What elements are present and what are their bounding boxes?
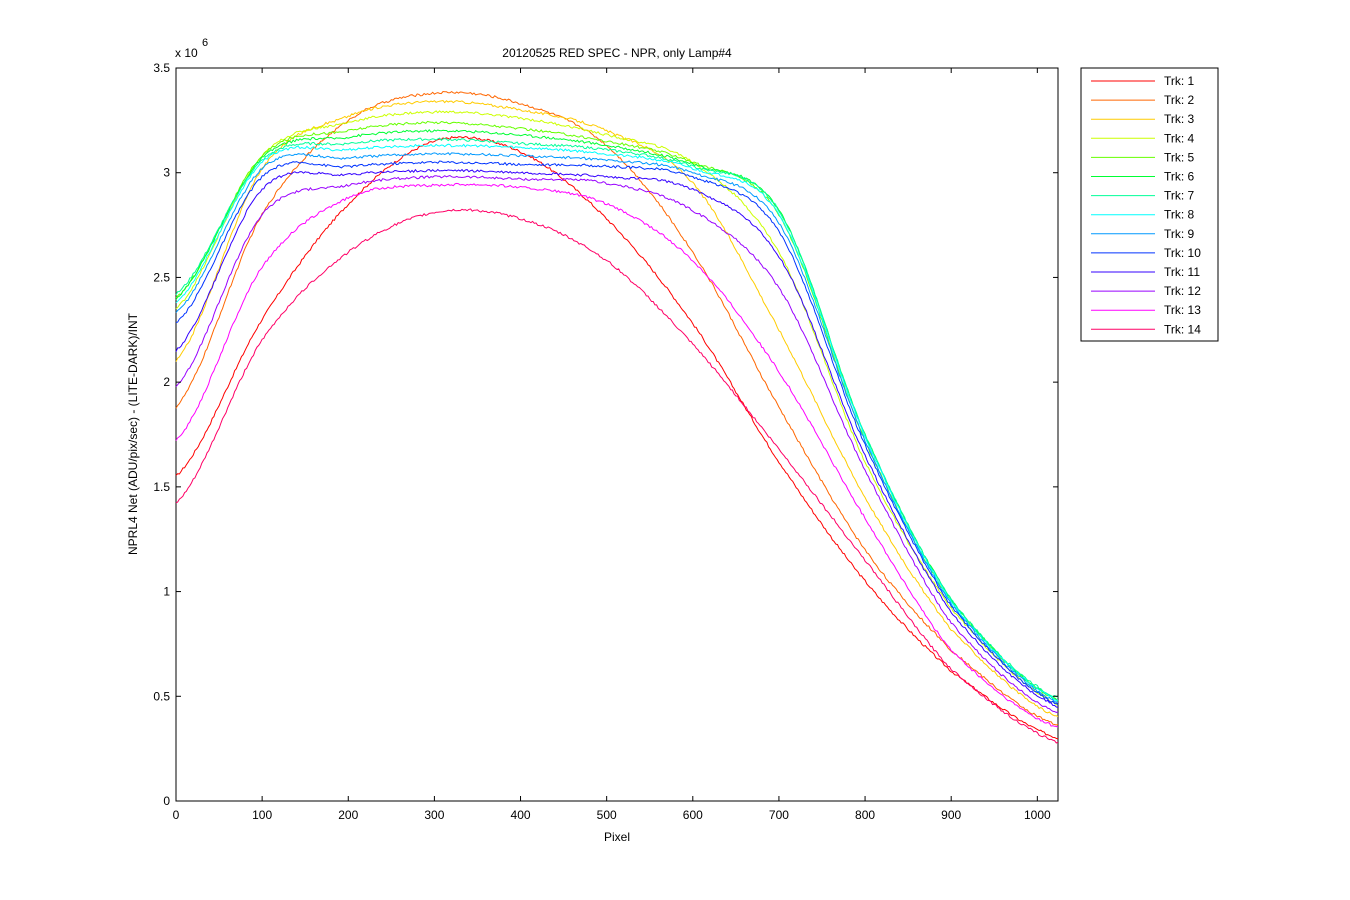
x-tick-label: 0 (173, 808, 180, 822)
legend-box (1080, 67, 1219, 342)
series-line-trk-14 (175, 208, 1059, 744)
x-tick-label: 700 (769, 808, 789, 822)
x-tick-label: 900 (941, 808, 961, 822)
y-tick-label: 2 (163, 375, 170, 389)
y-tick-label: 1.5 (153, 480, 170, 494)
series-line-trk-7 (175, 137, 1059, 698)
x-tick-label: 300 (424, 808, 444, 822)
x-tick-label: 800 (855, 808, 875, 822)
series-line-trk-6 (175, 129, 1059, 702)
legend-label: Trk: 9 (1164, 227, 1195, 241)
tick-layer: 0 100 200 300 400 500 600 700 800 900 1000 0 0.5 1 1.5… (153, 61, 1058, 822)
series-line-trk-10 (175, 160, 1059, 706)
y-tick-label: 0 (163, 794, 170, 808)
x-tick-label: 400 (511, 808, 531, 822)
y-tick-label: 3.5 (153, 61, 170, 75)
plot-area: 0 100 200 300 400 500 600 700 800 900 1000 0 0.5 1 1.5… (153, 61, 1059, 822)
y-exponent: x 10 6 (175, 37, 208, 60)
legend-label: Trk: 5 (1164, 150, 1195, 164)
series-line-trk-8 (175, 143, 1059, 701)
legend-label: Trk: 1 (1164, 74, 1195, 88)
legend-label: Trk: 2 (1164, 93, 1195, 107)
x-tick-label: 600 (683, 808, 703, 822)
legend-label: Trk: 7 (1164, 189, 1195, 203)
legend-label: Trk: 13 (1164, 303, 1201, 317)
axes-box (175, 67, 1059, 802)
series-layer (175, 90, 1059, 744)
chart-title: 20120525 RED SPEC - NPR, only Lamp#4 (502, 46, 732, 60)
legend-label: Trk: 3 (1164, 112, 1195, 126)
legend-label: Trk: 8 (1164, 208, 1195, 222)
series-line-trk-11 (175, 168, 1059, 709)
legend-label: Trk: 6 (1164, 170, 1195, 184)
y-tick-label: 0.5 (153, 689, 170, 703)
series-line-trk-12 (175, 174, 1059, 714)
y-exponent-power: 6 (202, 37, 208, 49)
series-line-trk-13 (175, 182, 1059, 728)
y-tick-label: 3 (163, 166, 170, 180)
legend-label: Trk: 14 (1164, 322, 1201, 336)
series-line-trk-1 (175, 135, 1059, 740)
legend-label: Trk: 11 (1164, 265, 1200, 279)
legend-label: Trk: 4 (1164, 131, 1195, 145)
y-tick-label: 2.5 (153, 270, 170, 284)
legend-label: Trk: 10 (1164, 246, 1201, 260)
x-tick-label: 500 (597, 808, 617, 822)
x-tick-label: 1000 (1024, 808, 1051, 822)
series-line-trk-9 (175, 152, 1059, 703)
x-tick-label: 200 (338, 808, 358, 822)
legend-label: Trk: 12 (1164, 284, 1201, 298)
series-line-trk-3 (175, 99, 1059, 717)
y-axis-label: NPRL4 Net (ADU/pix/sec) - (LITE-DARK)/IN… (126, 312, 140, 555)
legend: Trk: 1 Trk: 2 Trk: 3 Trk: 4 Trk: 5 Trk: 6 Trk:… (1080, 67, 1219, 342)
x-axis-label: Pixel (604, 830, 630, 844)
y-exponent-base: x 10 (175, 46, 198, 60)
x-tick-label: 100 (252, 808, 272, 822)
y-tick-label: 1 (163, 585, 170, 599)
